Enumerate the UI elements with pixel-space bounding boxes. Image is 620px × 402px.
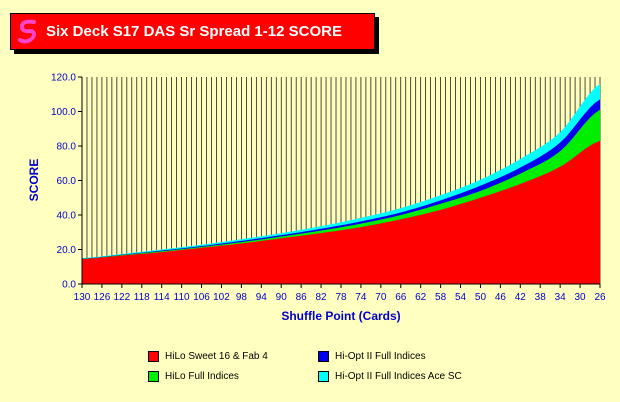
x-tick-label: 126 bbox=[94, 292, 111, 303]
x-tick-label: 102 bbox=[213, 292, 230, 303]
x-tick-label: 38 bbox=[535, 292, 547, 303]
legend-item-2: HiLo Full Indices bbox=[148, 371, 239, 382]
x-tick-label: 90 bbox=[276, 292, 288, 303]
x-tick-label: 122 bbox=[114, 292, 131, 303]
x-tick-label: 82 bbox=[316, 292, 328, 303]
x-tick-label: 74 bbox=[355, 292, 367, 303]
y-axis-label: SCORE bbox=[27, 159, 41, 202]
y-tick-label: 20.0 bbox=[57, 245, 77, 256]
x-tick-label: 78 bbox=[335, 292, 347, 303]
x-tick-label: 106 bbox=[193, 292, 210, 303]
x-tick-label: 30 bbox=[575, 292, 587, 303]
x-tick-label: 54 bbox=[455, 292, 467, 303]
y-tick-label: 40.0 bbox=[57, 211, 77, 222]
x-tick-label: 26 bbox=[594, 292, 606, 303]
legend-label: Hi-Opt II Full Indices Ace SC bbox=[335, 371, 462, 382]
x-tick-label: 34 bbox=[555, 292, 567, 303]
x-tick-label: 94 bbox=[256, 292, 268, 303]
x-tick-label: 130 bbox=[74, 292, 91, 303]
legend-swatch bbox=[318, 371, 329, 382]
y-tick-label: 60.0 bbox=[57, 176, 77, 187]
chart-title: Six Deck S17 DAS Sr Spread 1-12 SCORE bbox=[46, 23, 342, 40]
series-area-1 bbox=[82, 140, 600, 284]
y-tick-label: 0.0 bbox=[62, 280, 76, 291]
x-tick-label: 114 bbox=[154, 292, 170, 303]
x-tick-label: 86 bbox=[296, 292, 308, 303]
y-tick-label: 80.0 bbox=[57, 142, 77, 153]
chart-title-box: Six Deck S17 DAS Sr Spread 1-12 SCORE bbox=[10, 13, 375, 50]
y-tick-label: 120.0 bbox=[51, 73, 76, 84]
legend-item-3: Hi-Opt II Full Indices bbox=[318, 351, 426, 362]
x-tick-label: 46 bbox=[495, 292, 507, 303]
legend-item-4: Hi-Opt II Full Indices Ace SC bbox=[318, 371, 462, 382]
legend-label: HiLo Full Indices bbox=[165, 371, 239, 382]
x-tick-label: 70 bbox=[375, 292, 387, 303]
x-tick-label: 50 bbox=[475, 292, 487, 303]
x-tick-label: 62 bbox=[415, 292, 427, 303]
y-tick-label: 100.0 bbox=[51, 107, 76, 118]
legend-label: HiLo Sweet 16 & Fab 4 bbox=[165, 351, 268, 362]
legend-swatch bbox=[148, 371, 159, 382]
x-tick-label: 118 bbox=[134, 292, 150, 303]
legend-swatch bbox=[318, 351, 329, 362]
legend-swatch bbox=[148, 351, 159, 362]
x-tick-label: 42 bbox=[515, 292, 527, 303]
logo-icon bbox=[18, 19, 37, 44]
x-tick-label: 58 bbox=[435, 292, 447, 303]
x-tick-label: 98 bbox=[236, 292, 248, 303]
x-tick-label: 66 bbox=[395, 292, 407, 303]
legend-item-1: HiLo Sweet 16 & Fab 4 bbox=[148, 351, 268, 362]
x-axis-label: Shuffle Point (Cards) bbox=[281, 309, 400, 323]
legend-label: Hi-Opt II Full Indices bbox=[335, 351, 426, 362]
x-tick-label: 110 bbox=[174, 292, 190, 303]
